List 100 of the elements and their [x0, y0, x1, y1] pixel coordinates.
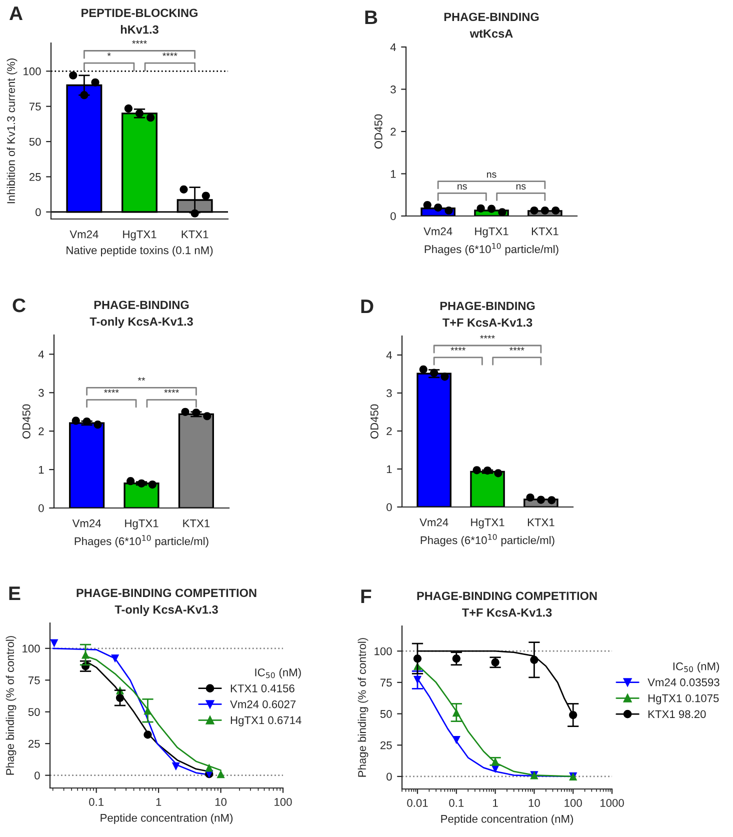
y-tick-label: 4 — [390, 43, 396, 52]
annotation: ns — [487, 172, 496, 178]
x-tick-label: 0.1 — [449, 799, 464, 807]
y-tick-label: 2 — [390, 128, 396, 136]
x-axis-title: Phages (6*10$^{10}$ particle/ml) — [420, 534, 554, 546]
legend-label: KTX1 98.20 — [648, 710, 706, 718]
x-tick-label: KTX1 — [182, 230, 208, 238]
legend-label: Vm24 0.6027 — [230, 700, 296, 708]
x-axis-title: Peptide concentration (nM) — [100, 814, 233, 824]
y-tick-label: 50 — [28, 708, 40, 716]
x-tick-label: Vm24 — [70, 230, 98, 238]
chart-subtitle: wtKcsA — [470, 29, 513, 38]
x-tick-label: 100 — [564, 799, 582, 807]
chart-title: PHAGE-BINDING COMPETITION — [417, 592, 597, 600]
y-tick-label: 50 — [29, 138, 41, 146]
y-axis-title: OD450 — [374, 114, 382, 149]
text: D — [361, 300, 374, 314]
y-tick-label: 25 — [380, 741, 392, 750]
chart-title: PHAGE-BINDING — [94, 300, 189, 310]
x-tick-label: 1 — [493, 799, 498, 807]
x-tick-label: KTX1 — [528, 518, 554, 526]
text: A — [9, 6, 23, 20]
annotation: * — [107, 52, 111, 56]
x-tick-label: 0.1 — [89, 798, 104, 806]
y-tick-label: 0 — [34, 772, 40, 780]
y-tick-label: 75 — [28, 676, 40, 684]
x-tick-label: HgTX1 — [471, 518, 504, 528]
y-tick-label: 25 — [29, 173, 41, 181]
y-axis-title: Phage binding (% of control) — [6, 636, 16, 775]
x-tick-label: Vm24 — [420, 518, 448, 526]
annotation: **** — [132, 40, 147, 44]
x-tick-label: Vm24 — [424, 227, 452, 236]
text: F — [361, 590, 372, 604]
annotation: **** — [509, 347, 524, 350]
y-tick-label: 4 — [38, 350, 44, 358]
x-axis-title: Peptide concentration (nM) — [441, 814, 574, 825]
x-tick-label: 1000 — [600, 799, 624, 807]
x-tick-label: KTX1 — [532, 228, 558, 236]
legend-label: Vm24 0.03593 — [648, 678, 720, 686]
y-tick-label: 100 — [22, 644, 40, 653]
chart-subtitle: hKv1.3 — [120, 25, 158, 34]
y-tick-label: 1 — [386, 465, 392, 474]
y-tick-label: 1 — [390, 170, 396, 178]
chart-subtitle: T-only KcsA-Kv1.3 — [90, 317, 193, 328]
text: E — [9, 586, 20, 600]
x-tick-label: HgTX1 — [475, 228, 508, 238]
chart-subtitle: T-only KcsA-Kv1.3 — [114, 605, 218, 616]
y-tick-label: 0 — [390, 212, 396, 220]
text: C — [12, 298, 26, 312]
y-axis-title: OD450 — [370, 404, 378, 439]
x-tick-label: 0.01 — [407, 799, 428, 807]
legend-label: HgTX1 0.1075 — [648, 694, 719, 704]
y-tick-label: 100 — [24, 67, 41, 76]
annotation: ** — [138, 377, 146, 381]
chart-title: PEPTIDE-BLOCKING — [82, 8, 198, 18]
y-tick-label: 3 — [390, 86, 396, 94]
y-tick-label: 0 — [386, 772, 392, 781]
x-axis-title: Phages (6*10$^{10}$ particle/ml) — [424, 243, 558, 256]
y-tick-label: 0 — [386, 503, 392, 512]
y-tick-label: 3 — [386, 389, 392, 398]
y-tick-label: 75 — [380, 678, 392, 687]
y-tick-label: 25 — [28, 740, 40, 748]
annotation: **** — [164, 389, 179, 393]
x-axis-title: Phages (6*10$^{10}$ particle/ml) — [74, 535, 208, 548]
y-axis-title: Phage binding (% of control) — [358, 638, 368, 777]
y-axis-title: OD450 — [22, 404, 30, 439]
x-tick-label: 1 — [156, 798, 162, 806]
legend-title: IC$_{50}$ (nM) — [255, 668, 301, 679]
annotation: ns — [516, 184, 526, 190]
y-tick-label: 2 — [386, 427, 392, 436]
y-tick-label: 0 — [36, 208, 41, 216]
legend-label: HgTX1 0.6714 — [230, 716, 302, 726]
annotation: ns — [458, 184, 467, 190]
y-tick-label: 4 — [386, 351, 392, 360]
y-tick-label: 1 — [38, 466, 44, 474]
y-tick-label: 0 — [38, 504, 44, 512]
x-tick-label: 100 — [274, 798, 292, 806]
y-tick-label: 100 — [374, 647, 392, 656]
x-tick-label: 10 — [528, 799, 540, 807]
x-tick-label: Vm24 — [72, 519, 101, 528]
chart-title: PHAGE-BINDING COMPETITION — [76, 588, 256, 598]
x-axis-title: Native peptide toxins (0.1 nM) — [66, 246, 213, 256]
x-tick-label: HgTX1 — [125, 520, 158, 530]
x-tick-label: KTX1 — [183, 520, 210, 528]
annotation: **** — [104, 389, 119, 393]
legend-title: IC$_{50}$ (nM) — [673, 662, 720, 672]
legend-label: KTX1 0.4156 — [230, 684, 294, 692]
text: B — [365, 10, 378, 24]
x-tick-label: HgTX1 — [123, 230, 156, 240]
y-tick-label: 50 — [380, 710, 392, 718]
y-tick-label: 75 — [29, 102, 41, 110]
chart-subtitle: T+F KcsA-Kv1.3 — [462, 608, 552, 617]
annotation: **** — [162, 52, 178, 56]
chart-title: PHAGE-BINDING — [440, 302, 535, 310]
chart-subtitle: T+F KcsA-Kv1.3 — [442, 318, 532, 327]
annotation: **** — [480, 335, 495, 338]
chart-title: PHAGE-BINDING — [444, 12, 539, 22]
y-tick-label: 3 — [38, 388, 44, 397]
y-tick-label: 2 — [38, 427, 44, 436]
annotation: **** — [450, 347, 466, 350]
